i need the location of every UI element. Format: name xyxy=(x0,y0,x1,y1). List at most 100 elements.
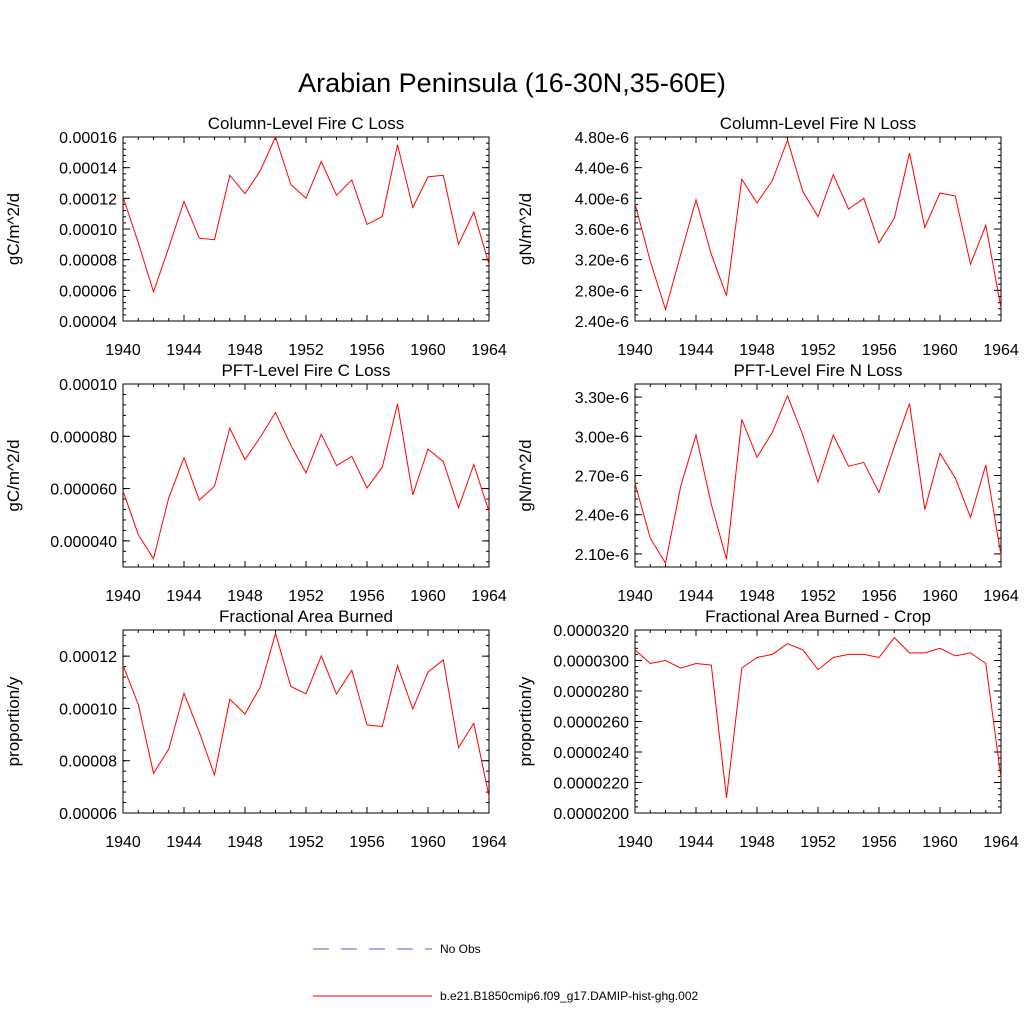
x-tick-label: 1944 xyxy=(678,342,714,359)
y-tick-label: 4.40e-6 xyxy=(575,161,629,178)
x-tick-label: 1964 xyxy=(471,588,507,605)
x-tick-label: 1960 xyxy=(410,342,446,359)
y-tick-label: 0.00012 xyxy=(59,191,117,208)
x-tick-label: 1952 xyxy=(288,834,324,851)
series-line xyxy=(122,631,490,797)
x-tick-label: 1964 xyxy=(471,834,507,851)
x-tick-label: 1960 xyxy=(410,834,446,851)
x-tick-label: 1944 xyxy=(166,588,202,605)
x-tick-label: 1940 xyxy=(105,342,141,359)
x-tick-label: 1944 xyxy=(166,834,202,851)
y-tick-label: 0.0000300 xyxy=(553,654,629,671)
x-tick-label: 1940 xyxy=(105,588,141,605)
y-tick-label: 0.000040 xyxy=(50,534,117,551)
y-axis-label: gC/m^2/d xyxy=(4,193,23,265)
y-tick-label: 0.0000240 xyxy=(553,745,629,762)
panel-title: Column-Level Fire N Loss xyxy=(720,114,917,133)
y-tick-label: 0.00004 xyxy=(59,314,117,331)
plot-frame xyxy=(122,136,490,322)
panel-title: Column-Level Fire C Loss xyxy=(208,114,405,133)
chart-panel: Fractional Area Burned - Crop proportion/… xyxy=(516,607,1019,851)
x-tick-label: 1948 xyxy=(739,588,775,605)
y-tick-label: 0.00016 xyxy=(59,130,117,147)
x-tick-label: 1956 xyxy=(861,342,897,359)
chart-panel: PFT-Level Fire N Loss gN/m^2/d 1940 1944 194… xyxy=(516,361,1019,605)
x-tick-label: 1944 xyxy=(678,588,714,605)
x-tick-label: 1960 xyxy=(410,588,446,605)
x-tick-label: 1940 xyxy=(617,342,653,359)
x-tick-label: 1948 xyxy=(227,588,263,605)
x-tick-label: 1964 xyxy=(983,342,1019,359)
y-tick-label: 0.00008 xyxy=(59,754,117,771)
y-tick-label: 0.00014 xyxy=(59,161,117,178)
plot-frame xyxy=(634,136,1002,322)
x-tick-label: 1956 xyxy=(861,588,897,605)
y-tick-label: 0.00006 xyxy=(59,806,117,823)
legend: No Obs b.e21.B1850cmip6.f09_g17.DAMIP-hi… xyxy=(313,942,698,1003)
y-tick-label: 0.0000320 xyxy=(553,623,629,640)
plot-frame xyxy=(122,629,490,814)
x-tick-label: 1948 xyxy=(739,834,775,851)
y-tick-label: 0.00008 xyxy=(59,253,117,270)
panel-title: Fractional Area Burned xyxy=(219,607,393,626)
y-tick-label: 0.00012 xyxy=(59,649,117,666)
y-tick-label: 3.60e-6 xyxy=(575,222,629,239)
series-line xyxy=(122,403,490,560)
y-tick-label: 0.0000200 xyxy=(553,806,629,823)
x-tick-label: 1948 xyxy=(227,342,263,359)
y-tick-label: 0.00010 xyxy=(59,377,117,394)
panel-title: PFT-Level Fire N Loss xyxy=(733,361,902,380)
x-tick-label: 1952 xyxy=(288,588,324,605)
y-tick-label: 0.00010 xyxy=(59,222,117,239)
y-tick-label: 2.70e-6 xyxy=(575,469,629,486)
y-tick-label: 0.000080 xyxy=(50,429,117,446)
x-tick-label: 1956 xyxy=(349,834,385,851)
x-tick-label: 1952 xyxy=(800,588,836,605)
panel-grid: Column-Level Fire C Loss gC/m^2/d 1940 1944… xyxy=(4,114,1019,851)
y-tick-label: 2.80e-6 xyxy=(575,283,629,300)
x-tick-label: 1960 xyxy=(922,834,958,851)
y-axis-label: proportion/y xyxy=(516,676,535,766)
x-tick-label: 1940 xyxy=(617,834,653,851)
y-tick-label: 0.0000260 xyxy=(553,715,629,732)
series-line xyxy=(122,135,490,294)
chart-panel: Column-Level Fire C Loss gC/m^2/d 1940 1944… xyxy=(4,114,507,359)
plot-frame xyxy=(122,383,490,568)
panel-title: PFT-Level Fire C Loss xyxy=(221,361,390,380)
x-tick-label: 1956 xyxy=(861,834,897,851)
x-tick-label: 1964 xyxy=(983,588,1019,605)
y-tick-label: 3.30e-6 xyxy=(575,390,629,407)
panel-title: Fractional Area Burned - Crop xyxy=(705,607,931,626)
y-tick-label: 3.20e-6 xyxy=(575,253,629,270)
chart-panel: Fractional Area Burned proportion/y 1940 19… xyxy=(4,607,507,851)
y-tick-label: 4.00e-6 xyxy=(575,191,629,208)
y-tick-label: 2.40e-6 xyxy=(575,314,629,331)
main-title: Arabian Peninsula (16-30N,35-60E) xyxy=(298,68,726,98)
series-line xyxy=(634,636,1002,798)
x-tick-label: 1964 xyxy=(471,342,507,359)
y-axis-label: gN/m^2/d xyxy=(516,193,535,265)
y-tick-label: 2.10e-6 xyxy=(575,547,629,564)
chart-panel: PFT-Level Fire C Loss gC/m^2/d 1940 1944 194… xyxy=(4,361,507,605)
plot-frame xyxy=(634,629,1002,814)
x-tick-label: 1948 xyxy=(739,342,775,359)
x-tick-label: 1956 xyxy=(349,342,385,359)
legend-label-no-obs: No Obs xyxy=(440,942,481,956)
y-tick-label: 0.00006 xyxy=(59,283,117,300)
x-tick-label: 1944 xyxy=(678,834,714,851)
x-tick-label: 1952 xyxy=(800,342,836,359)
y-axis-label: gN/m^2/d xyxy=(516,439,535,511)
x-tick-label: 1948 xyxy=(227,834,263,851)
y-tick-label: 2.40e-6 xyxy=(575,508,629,525)
y-axis-label: gC/m^2/d xyxy=(4,439,23,511)
x-tick-label: 1960 xyxy=(922,342,958,359)
series-line xyxy=(634,138,1002,312)
series-line xyxy=(634,394,1002,565)
x-tick-label: 1952 xyxy=(288,342,324,359)
x-tick-label: 1956 xyxy=(349,588,385,605)
y-tick-label: 0.0000220 xyxy=(553,776,629,793)
x-tick-label: 1944 xyxy=(166,342,202,359)
y-tick-label: 0.0000280 xyxy=(553,684,629,701)
x-tick-label: 1964 xyxy=(983,834,1019,851)
